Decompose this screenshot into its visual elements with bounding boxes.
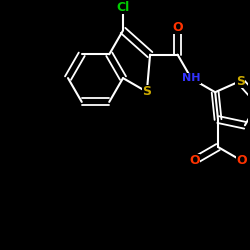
Text: O: O	[236, 154, 247, 167]
Text: O: O	[172, 21, 183, 34]
Text: O: O	[189, 154, 200, 167]
Text: S: S	[236, 74, 245, 88]
Text: Cl: Cl	[116, 0, 130, 14]
Text: NH: NH	[182, 74, 201, 84]
Text: S: S	[142, 85, 151, 98]
